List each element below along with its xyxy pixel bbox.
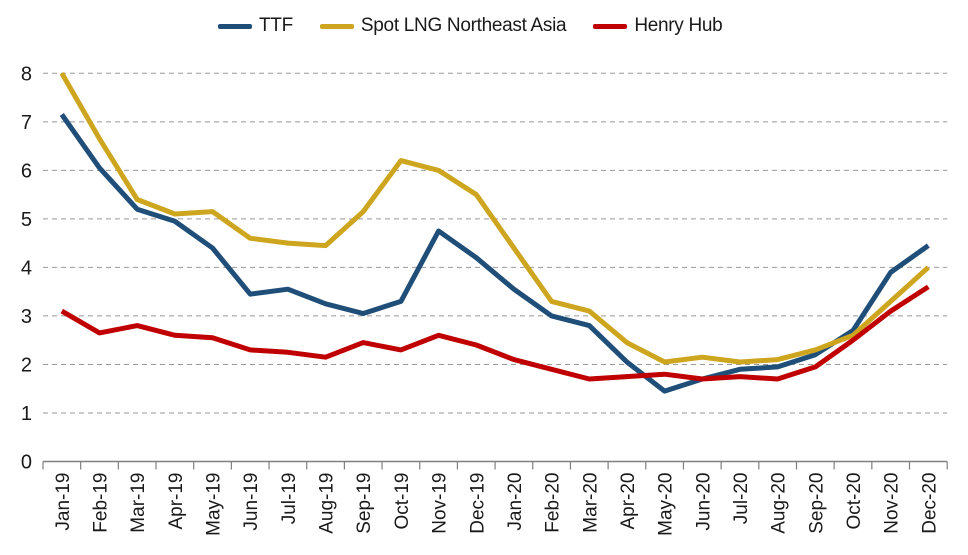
y-tick-label: 6 bbox=[21, 160, 32, 182]
legend-item-spot-lng: Spot LNG Northeast Asia bbox=[319, 15, 567, 37]
legend-swatch-spot-lng bbox=[319, 23, 354, 29]
series-line-spot-lng-northeast-asia bbox=[59, 72, 930, 365]
x-tick-label: Jun-20 bbox=[693, 473, 714, 531]
x-tick-label: Dec-19 bbox=[467, 472, 488, 533]
x-tick-label: Aug-20 bbox=[769, 473, 790, 534]
x-tick-label: Feb-19 bbox=[91, 473, 112, 533]
legend-label-spot-lng: Spot LNG Northeast Asia bbox=[360, 15, 567, 36]
x-tick-label: Sep-20 bbox=[806, 473, 827, 534]
legend-item-henry-hub: Henry Hub bbox=[593, 15, 723, 37]
x-tick-label: Mar-19 bbox=[128, 473, 149, 533]
series-line-henry-hub bbox=[60, 284, 930, 382]
x-tick-label: Sep-19 bbox=[354, 473, 375, 534]
x-tick-label: Nov-20 bbox=[882, 473, 903, 534]
y-tick-label: 0 bbox=[21, 452, 32, 474]
x-tick-label: Oct-20 bbox=[844, 473, 865, 530]
y-tick-label: 7 bbox=[21, 112, 32, 134]
legend-item-ttf: TTF bbox=[218, 15, 293, 37]
x-tick-label: Aug-19 bbox=[317, 473, 338, 534]
y-tick-label: 4 bbox=[21, 257, 32, 279]
legend-swatch-henry-hub bbox=[593, 23, 628, 29]
y-tick-label: 2 bbox=[21, 354, 32, 376]
y-tick-label: 8 bbox=[21, 63, 32, 85]
legend-swatch-ttf bbox=[218, 23, 252, 29]
legend: TTF Spot LNG Northeast Asia Henry Hub bbox=[218, 15, 723, 37]
x-tick-label: May-20 bbox=[656, 473, 677, 536]
x-tick-label: Dec-20 bbox=[919, 473, 940, 534]
x-tick-label: Feb-20 bbox=[543, 473, 564, 533]
x-tick-label: May-19 bbox=[204, 473, 225, 536]
x-tick-label: Jan-19 bbox=[53, 473, 74, 531]
x-tick-label: Jul-20 bbox=[731, 473, 752, 525]
y-tick-label: 3 bbox=[21, 306, 32, 328]
y-tick-label: 5 bbox=[21, 209, 32, 231]
y-tick-label: 1 bbox=[21, 403, 32, 425]
x-tick-label: Oct-19 bbox=[392, 473, 413, 530]
x-tick-label: Jul-19 bbox=[279, 473, 300, 525]
series-line-ttf bbox=[59, 113, 930, 394]
x-tick-label: Apr-19 bbox=[166, 473, 187, 530]
x-tick-label: Mar-20 bbox=[580, 473, 601, 533]
x-tick-label: Apr-20 bbox=[618, 473, 639, 530]
legend-label-henry-hub: Henry Hub bbox=[634, 15, 723, 36]
x-tick-label: Jun-19 bbox=[241, 473, 262, 531]
x-tick-label: Jan-20 bbox=[505, 473, 526, 531]
x-tick-label: Nov-19 bbox=[430, 473, 451, 534]
legend-label-ttf: TTF bbox=[259, 15, 293, 36]
